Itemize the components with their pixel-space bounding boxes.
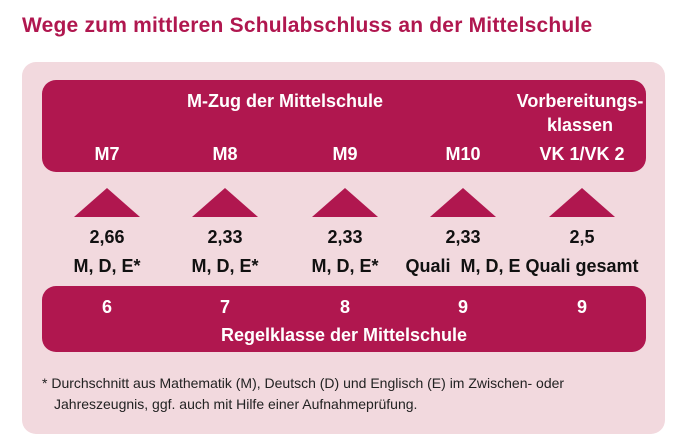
grade-8: 8 — [339, 297, 351, 317]
vk-label-line2: klassen — [546, 115, 614, 135]
column-vk: VK 1/VK 2 — [539, 144, 625, 164]
column-m9: M9 — [332, 144, 358, 164]
footnote: * Durchschnitt aus Mathematik (M), Deuts… — [42, 373, 662, 415]
vk-label-line1: Vorbereitungs- — [516, 91, 644, 111]
subject-requirement: M, D, E* — [191, 256, 259, 276]
arrow-up-icon — [74, 188, 140, 217]
m-zug-band — [42, 80, 646, 172]
grade-requirement: 2,66 — [89, 227, 125, 247]
grade-9: 9 — [457, 297, 469, 317]
arrow-up-icon — [430, 188, 496, 217]
regelklasse-band — [42, 286, 646, 352]
grade-requirement: 2,5 — [569, 227, 595, 247]
subject-requirement: Quali gesamt — [525, 256, 639, 276]
footnote-line1: * Durchschnitt aus Mathematik (M), Deuts… — [42, 375, 565, 391]
grade-requirement: 2,33 — [207, 227, 243, 247]
subject-requirement: Quali M, D, E — [405, 256, 521, 276]
subject-requirement: M, D, E* — [73, 256, 141, 276]
arrow-up-icon — [312, 188, 378, 217]
grade-requirement: 2,33 — [445, 227, 481, 247]
footnote-line2: Jahreszeugnis, ggf. auch mit Hilfe einer… — [54, 396, 418, 412]
grade-9-vk: 9 — [576, 297, 588, 317]
grade-7: 7 — [219, 297, 231, 317]
column-m8: M8 — [212, 144, 238, 164]
column-m7: M7 — [94, 144, 120, 164]
regelklasse-label: Regelklasse der Mittelschule — [220, 325, 468, 345]
m-zug-label: M-Zug der Mittelschule — [186, 91, 384, 111]
subject-requirement: M, D, E* — [311, 256, 379, 276]
diagram-title: Wege zum mittleren Schulabschluss an der… — [22, 14, 593, 37]
column-m10: M10 — [445, 144, 481, 164]
grade-6: 6 — [101, 297, 113, 317]
arrow-up-icon — [192, 188, 258, 217]
arrow-up-icon — [549, 188, 615, 217]
grade-requirement: 2,33 — [327, 227, 363, 247]
